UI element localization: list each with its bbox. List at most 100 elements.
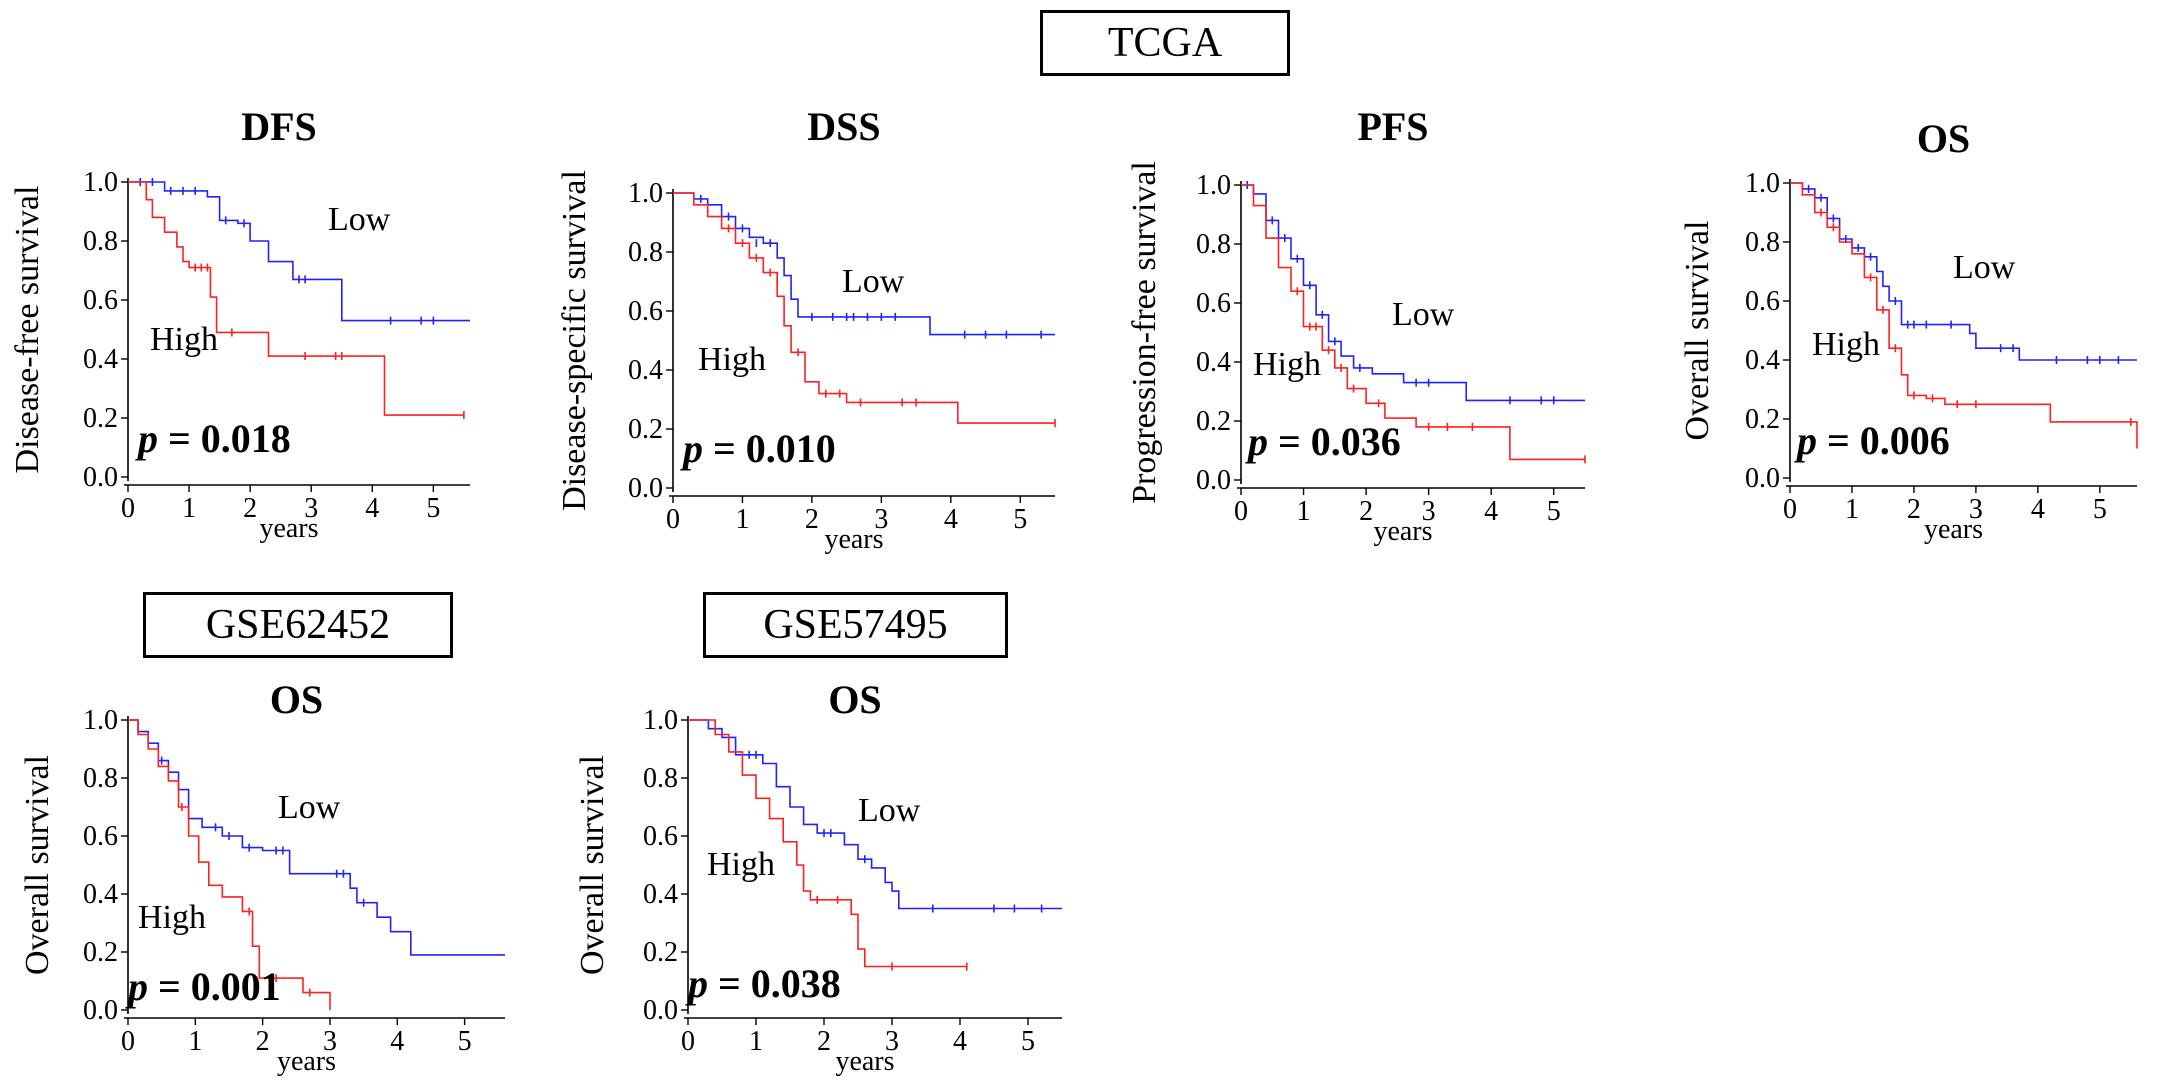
group-label-low: Low: [278, 789, 341, 826]
panel-title: OS: [270, 677, 323, 722]
x-axis-label: years: [835, 1046, 894, 1077]
x-tick-label: 0: [681, 1026, 695, 1057]
p-value: p = 0.001: [125, 964, 281, 1009]
x-tick-label: 3: [1422, 496, 1436, 527]
y-tick-label: 0.0: [83, 995, 118, 1026]
group-label-high: High: [1253, 346, 1321, 383]
y-tick-label: 0.8: [1745, 227, 1780, 258]
x-tick-label: 2: [1359, 496, 1373, 527]
km-panel-gse62452-os: OS 0.0 0.2 0.4 0.6 0.8 1.0 0 1 2 3 4 5 years Overall s…: [19, 677, 505, 1077]
p-value: p = 0.038: [685, 961, 841, 1006]
y-tick-label: 0.6: [1745, 286, 1780, 317]
survival-curve-low: [1790, 182, 2137, 361]
survival-curve-high: [1790, 182, 2138, 449]
survival-curve-high: [128, 719, 331, 1010]
p-value: p = 0.010: [680, 426, 836, 471]
x-tick-label: 4: [944, 504, 958, 535]
x-axis-label: years: [259, 513, 318, 544]
y-tick-label: 0.4: [83, 879, 118, 910]
p-value: p = 0.018: [135, 416, 291, 461]
x-tick-label: 2: [817, 1026, 831, 1057]
x-tick-label: 1: [1297, 496, 1311, 527]
y-tick-label: 0.4: [83, 344, 118, 375]
y-tick-label: 0.8: [643, 763, 678, 794]
y-tick-label: 1.0: [1196, 170, 1231, 201]
panel-title: OS: [828, 677, 881, 722]
y-tick-label: 0.8: [1196, 229, 1231, 260]
x-tick-label: 1: [1845, 494, 1859, 525]
km-panel-tcga-os: OS 0.0 0.2 0.4 0.6 0.8 1.0 0 1 2 3 4 5 years Overall s…: [1679, 116, 2138, 545]
x-tick-label: 1: [735, 504, 749, 535]
x-axis-label: years: [824, 524, 883, 555]
x-tick-label: 5: [458, 1026, 472, 1057]
x-tick-label: 2: [805, 504, 819, 535]
y-tick-label: 0.0: [628, 473, 663, 504]
y-tick-label: 0.0: [1745, 463, 1780, 494]
y-tick-label: 0.4: [628, 355, 663, 386]
x-tick-label: 3: [1969, 494, 1983, 525]
x-tick-label: 2: [243, 493, 257, 524]
x-tick-label: 4: [1484, 496, 1498, 527]
y-tick-label: 0.2: [628, 414, 663, 445]
y-tick-label: 0.2: [83, 937, 118, 968]
y-tick-label: 0.0: [1196, 465, 1231, 496]
y-tick-label: 0.6: [628, 296, 663, 327]
survival-curve-low: [128, 181, 470, 322]
x-tick-label: 3: [323, 1026, 337, 1057]
x-tick-label: 0: [1783, 494, 1797, 525]
y-tick-label: 0.0: [83, 462, 118, 493]
x-tick-label: 2: [1907, 494, 1921, 525]
y-tick-label: 1.0: [83, 705, 118, 736]
group-label-low: Low: [328, 201, 391, 238]
y-tick-label: 0.6: [83, 285, 118, 316]
x-tick-label: 5: [2093, 494, 2107, 525]
x-tick-label: 5: [1013, 504, 1027, 535]
y-tick-label: 0.6: [83, 821, 118, 852]
y-tick-label: 0.6: [643, 821, 678, 852]
x-tick-label: 5: [1547, 496, 1561, 527]
survival-curve-high: [673, 192, 1055, 424]
x-tick-label: 0: [121, 493, 135, 524]
x-tick-label: 1: [188, 1026, 202, 1057]
x-tick-label: 1: [182, 493, 196, 524]
y-tick-label: 0.8: [83, 763, 118, 794]
x-tick-label: 4: [365, 493, 379, 524]
panel-title: PFS: [1357, 104, 1428, 149]
y-tick-label: 0.8: [628, 237, 663, 268]
dataset-label-gse57495: GSE57495: [703, 592, 1008, 658]
x-tick-label: 1: [749, 1026, 763, 1057]
x-tick-label: 0: [121, 1026, 135, 1057]
group-label-low: Low: [1953, 249, 2016, 286]
x-tick-label: 5: [426, 493, 440, 524]
y-tick-label: 0.2: [1196, 406, 1231, 437]
km-panel-tcga-dss: DSS 0.0 0.2 0.4 0.6 0.8 1.0 0 1 2 3 4 5 years Disease-…: [556, 104, 1056, 555]
x-tick-label: 2: [256, 1026, 270, 1057]
x-tick-label: 3: [874, 504, 888, 535]
group-label-low: Low: [858, 792, 921, 829]
x-axis-label: years: [1373, 516, 1432, 547]
group-label-high: High: [150, 321, 218, 358]
group-label-high: High: [1812, 326, 1880, 363]
y-tick-label: 0.2: [83, 403, 118, 434]
survival-curve-high: [128, 181, 464, 416]
y-axis-label: Progression-free survival: [1126, 161, 1163, 504]
y-axis-label: Disease-specific survival: [556, 170, 593, 511]
y-tick-label: 0.2: [1745, 404, 1780, 435]
km-panel-gse57495-os: OS 0.0 0.2 0.4 0.6 0.8 1.0 0 1 2 3 4 5 years Overall s…: [574, 677, 1062, 1077]
x-tick-label: 4: [390, 1026, 404, 1057]
x-axis-label: years: [277, 1046, 336, 1077]
km-panel-tcga-dfs: DFS 0.0 0.2 0.4 0.6 0.8 1.0 0 1 2 3 4 5 years Disease-…: [9, 104, 470, 544]
group-label-low: Low: [842, 263, 905, 300]
x-tick-label: 5: [1021, 1026, 1035, 1057]
group-label-high: High: [138, 899, 206, 936]
y-tick-label: 1.0: [1745, 168, 1780, 199]
y-axis-label: Overall survival: [1679, 221, 1716, 441]
x-tick-label: 3: [304, 493, 318, 524]
x-tick-label: 0: [1234, 496, 1248, 527]
panel-title: OS: [1917, 116, 1970, 161]
p-value: p = 0.036: [1245, 419, 1401, 464]
y-axis-label: Disease-free survival: [9, 186, 46, 474]
x-tick-label: 4: [953, 1026, 967, 1057]
y-tick-label: 1.0: [643, 705, 678, 736]
y-tick-label: 0.4: [643, 879, 678, 910]
